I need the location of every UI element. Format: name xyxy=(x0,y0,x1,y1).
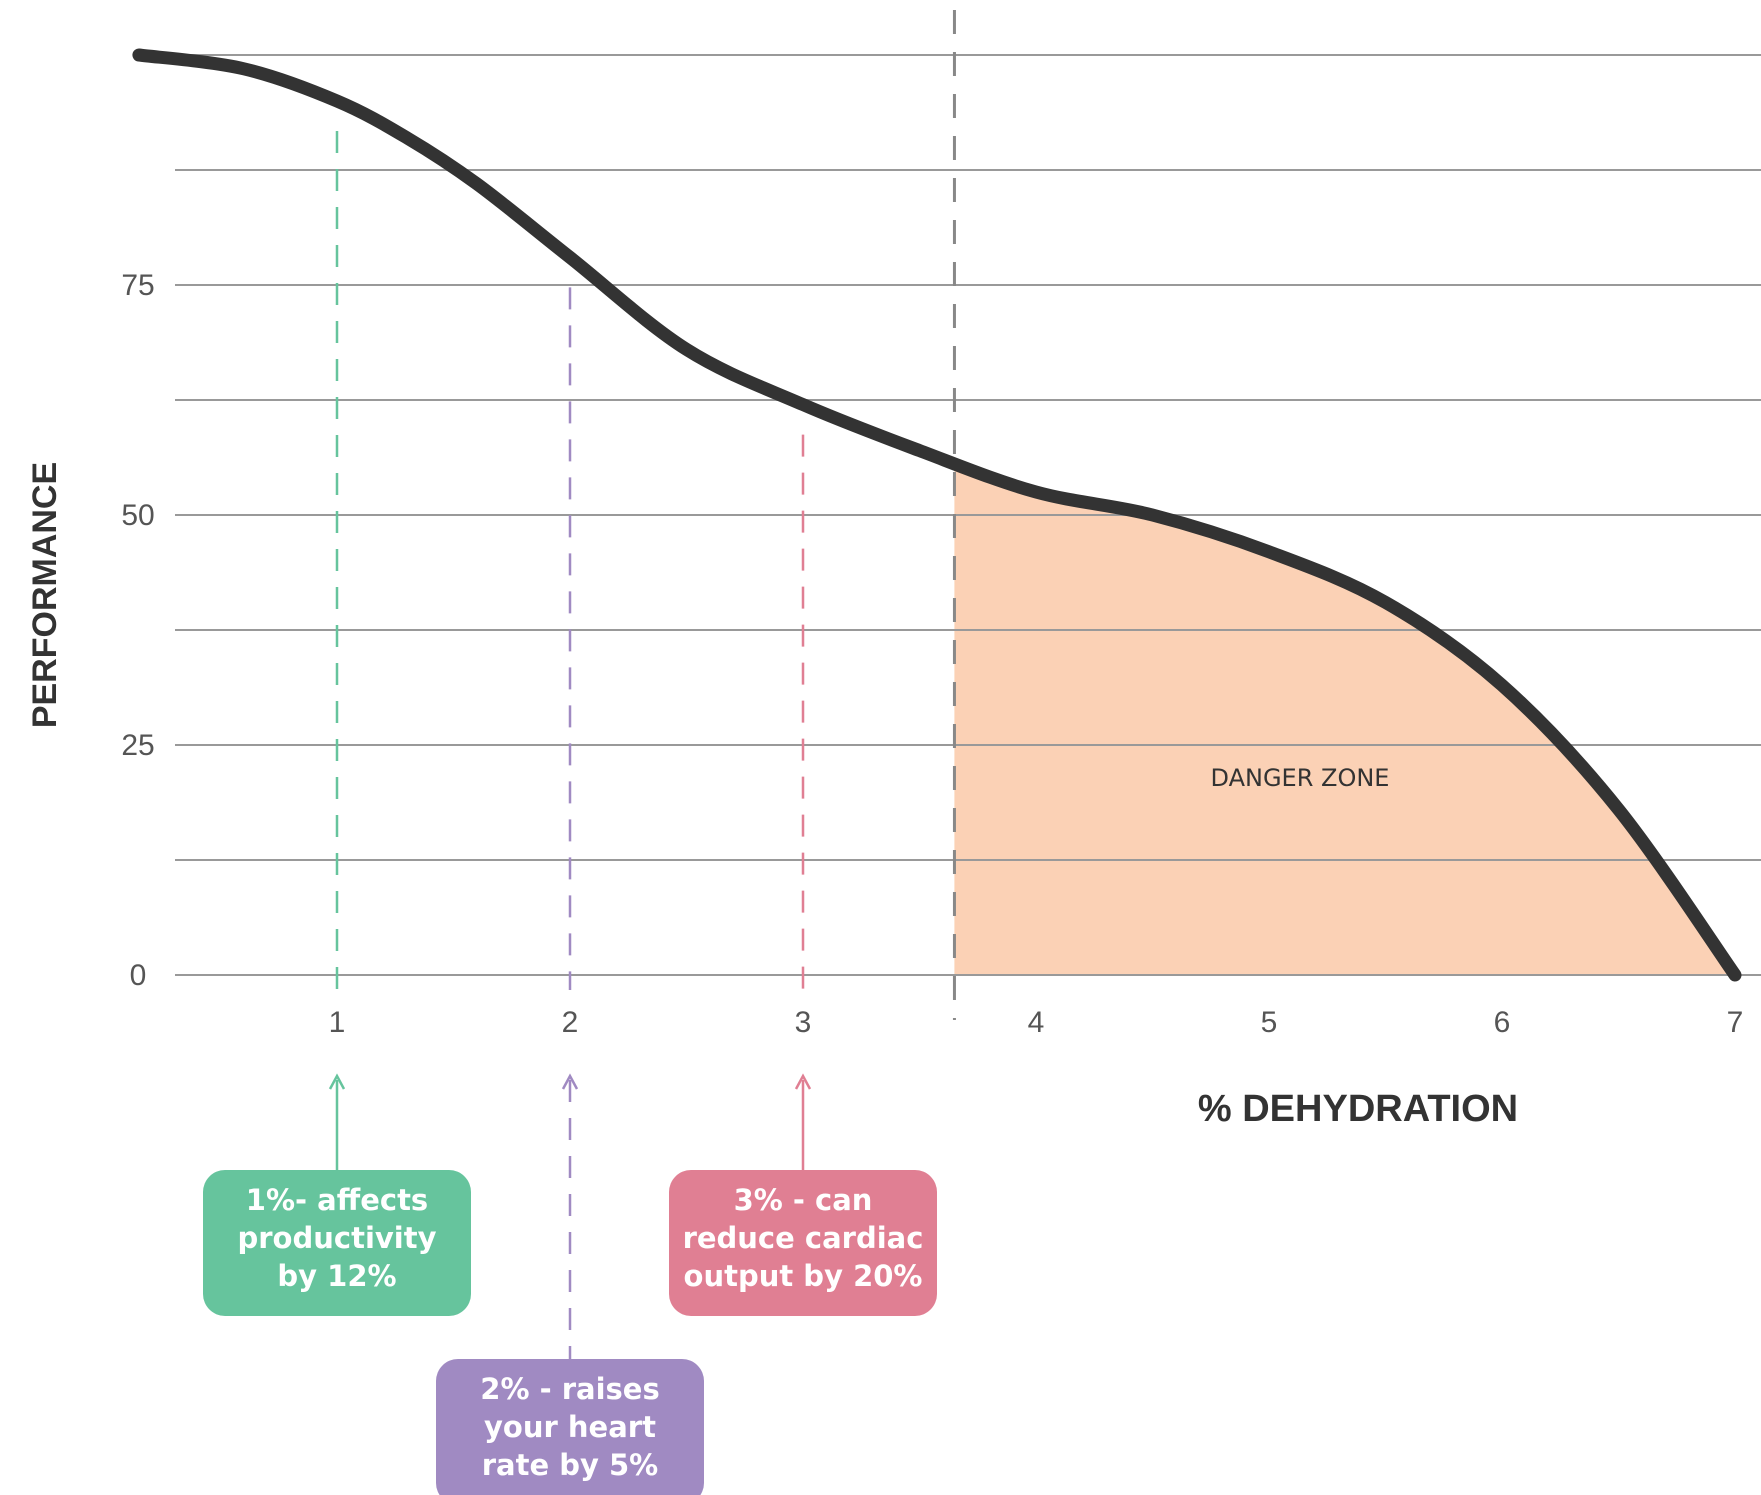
annotation-text: reduce cardiac xyxy=(683,1221,924,1255)
x-tick-label: 4 xyxy=(1028,1006,1045,1039)
x-tick-label: 2 xyxy=(562,1006,579,1039)
y-tick-label: 25 xyxy=(121,729,154,762)
x-tick-label: 5 xyxy=(1261,1006,1278,1039)
danger-zone-layer xyxy=(954,463,1735,975)
annotation-text: 1%- affects xyxy=(246,1183,428,1217)
annotation-arrowhead xyxy=(561,1073,579,1090)
y-tick-label: 75 xyxy=(121,269,154,302)
y-tick-label: 0 xyxy=(130,959,147,992)
danger-zone xyxy=(954,463,1735,975)
x-tick-label: 6 xyxy=(1494,1006,1511,1039)
performance-curve-layer xyxy=(132,48,1742,982)
x-tick-label: 7 xyxy=(1727,1006,1744,1039)
x-axis-title: % DEHYDRATION xyxy=(1198,1088,1518,1130)
annotation-arrowhead xyxy=(794,1073,812,1090)
performance-curve xyxy=(132,48,1742,982)
annotation-box xyxy=(669,1170,937,1316)
annotation-text: your heart xyxy=(484,1410,656,1444)
annotation-text: output by 20% xyxy=(684,1259,923,1293)
annotation-text: 3% - can xyxy=(734,1183,873,1217)
annotation-box xyxy=(436,1359,704,1495)
x-tick-label: 1 xyxy=(329,1006,346,1039)
annotation-arrowhead xyxy=(328,1073,346,1090)
annotation-guides xyxy=(328,131,812,1359)
callouts: 1%- affects productivity by 12% 2% - raises… xyxy=(203,1170,937,1495)
y-axis-title: PERFORMANCE xyxy=(26,462,64,728)
annotation-box xyxy=(203,1170,471,1316)
zone-label: DANGER ZONE xyxy=(1211,764,1390,792)
x-tick-label: 3 xyxy=(795,1006,812,1039)
annotation-text: 2% - raises xyxy=(480,1372,659,1406)
annotation-text: rate by 5% xyxy=(482,1448,659,1482)
tick-labels: 1 2 3 4 5 6 7 0 25 50 75 xyxy=(121,269,1743,1039)
y-tick-label: 50 xyxy=(121,499,154,532)
annotation-text: productivity xyxy=(238,1221,437,1255)
annotation-text: by 12% xyxy=(277,1259,396,1293)
gridlines xyxy=(175,54,1761,976)
